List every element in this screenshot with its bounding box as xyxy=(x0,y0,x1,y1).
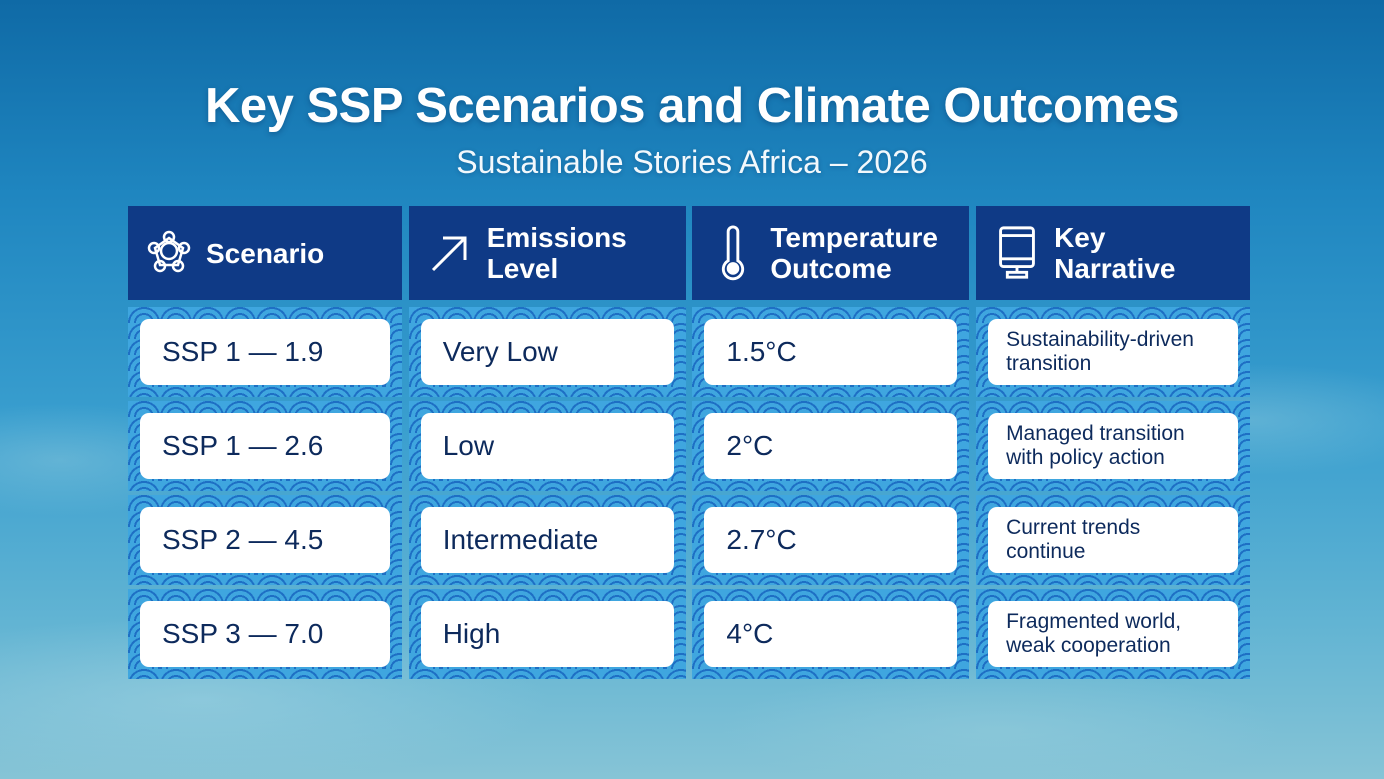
narrative-line: weak cooperation xyxy=(1006,634,1171,657)
narrative-line: Sustainability-driven xyxy=(1006,328,1194,351)
temperature-value: 4°C xyxy=(704,601,958,667)
scenario-value: SSP 1 — 1.9 xyxy=(140,319,390,385)
scenario-value: SSP 1 — 2.6 xyxy=(140,413,390,479)
table-cell: SSP 1 — 1.9 xyxy=(128,307,402,397)
narrative-value: Sustainability-driven transition xyxy=(988,319,1239,385)
narrative-line: Managed transition xyxy=(1006,422,1185,445)
temperature-value: 1.5°C xyxy=(704,319,958,385)
narrative-line: with policy action xyxy=(1006,446,1165,469)
header-label: Scenario xyxy=(206,237,325,269)
emissions-value: Intermediate xyxy=(420,507,674,573)
table-cell: Current trends continue xyxy=(976,495,1251,585)
header-label: Emissions xyxy=(486,222,627,253)
arrow-up-right-icon xyxy=(431,236,467,272)
header-label: Key xyxy=(1054,222,1106,253)
table-cell: 4°C xyxy=(692,589,970,679)
emissions-value: Low xyxy=(420,413,674,479)
page-title: Key SSP Scenarios and Climate Outcomes xyxy=(204,79,1180,133)
table-cell: SSP 1 — 2.6 xyxy=(128,401,402,491)
narrative-line: continue xyxy=(1006,540,1086,563)
table-cell: Very Low xyxy=(408,307,686,397)
table-cell: Fragmented world, weak cooperation xyxy=(976,589,1251,679)
emissions-value: Very Low xyxy=(420,319,674,385)
temperature-value: 2.7°C xyxy=(704,507,958,573)
header-label: Temperature xyxy=(770,222,938,253)
monitor-icon xyxy=(999,226,1035,279)
header-label: Outcome xyxy=(770,253,892,284)
table-cell: 1.5°C xyxy=(692,307,970,397)
table-cell: High xyxy=(408,589,686,679)
network-icon xyxy=(147,230,191,273)
narrative-value: Current trends continue xyxy=(988,507,1239,573)
column-emissions: Emissions Level Very Low Low Intermediate… xyxy=(408,206,686,679)
table-cell: 2°C xyxy=(692,401,970,491)
narrative-line: Current trends xyxy=(1006,516,1141,539)
column-scenario: Scenario SSP 1 — 1.9 SSP 1 — 2.6 SSP 2 —… xyxy=(128,206,402,679)
narrative-line: Fragmented world, xyxy=(1006,610,1182,633)
scenario-value: SSP 2 — 4.5 xyxy=(140,507,390,573)
column-temperature: Temperature Outcome 1.5°C 2°C 2.7°C 4°C xyxy=(692,206,970,679)
header-label: Level xyxy=(486,253,559,284)
emissions-value: High xyxy=(420,601,674,667)
header-narrative: Key Narrative xyxy=(976,206,1251,300)
temperature-value: 2°C xyxy=(704,413,958,479)
narrative-value: Managed transition with policy action xyxy=(988,413,1239,479)
scenario-table: Scenario SSP 1 — 1.9 SSP 1 — 2.6 SSP 2 —… xyxy=(128,206,1251,679)
table-cell: Managed transition with policy action xyxy=(976,401,1251,491)
column-narrative: Key Narrative Sustainability-driven transi… xyxy=(976,206,1251,679)
table-cell: Low xyxy=(408,401,686,491)
table-cell: Intermediate xyxy=(408,495,686,585)
narrative-line: transition xyxy=(1006,352,1092,375)
page-subtitle: Sustainable Stories Africa – 2026 xyxy=(456,144,928,180)
header-scenario: Scenario xyxy=(128,206,402,300)
table-cell: Sustainability-driven transition xyxy=(976,307,1251,397)
narrative-value: Fragmented world, weak cooperation xyxy=(988,601,1239,667)
header-emissions: Emissions Level xyxy=(408,206,686,300)
header-temperature: Temperature Outcome xyxy=(692,206,970,300)
table-cell: SSP 3 — 7.0 xyxy=(128,589,402,679)
table-cell: SSP 2 — 4.5 xyxy=(128,495,402,585)
header-label: Narrative xyxy=(1054,253,1176,284)
table-cell: 2.7°C xyxy=(692,495,970,585)
thermometer-icon xyxy=(722,225,745,281)
scenario-value: SSP 3 — 7.0 xyxy=(140,601,390,667)
